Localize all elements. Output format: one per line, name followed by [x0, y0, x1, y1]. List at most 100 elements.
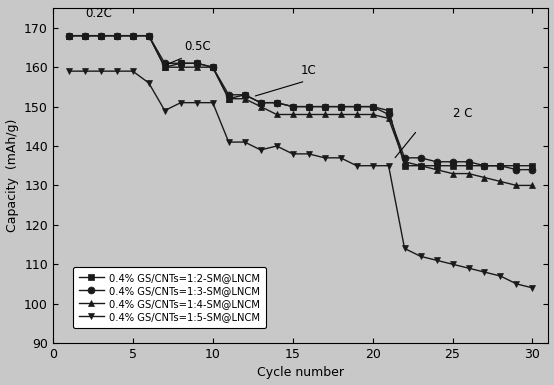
0.4% GS/CNTs=1:5-SM@LNCM [193, 100, 200, 105]
0.4% GS/CNTs=1:3-SM@LNCM [177, 61, 184, 65]
0.4% GS/CNTs=1:4-SM@LNCM [337, 112, 344, 117]
0.4% GS/CNTs=1:3-SM@LNCM [370, 104, 376, 109]
0.4% GS/CNTs=1:3-SM@LNCM [529, 167, 536, 172]
0.4% GS/CNTs=1:2-SM@LNCM [529, 163, 536, 168]
0.4% GS/CNTs=1:2-SM@LNCM [370, 104, 376, 109]
0.4% GS/CNTs=1:5-SM@LNCM [497, 274, 504, 278]
Text: 1C: 1C [301, 64, 316, 77]
0.4% GS/CNTs=1:2-SM@LNCM [417, 163, 424, 168]
0.4% GS/CNTs=1:5-SM@LNCM [258, 147, 264, 152]
0.4% GS/CNTs=1:2-SM@LNCM [81, 33, 88, 38]
0.4% GS/CNTs=1:2-SM@LNCM [321, 104, 328, 109]
0.4% GS/CNTs=1:4-SM@LNCM [305, 112, 312, 117]
0.4% GS/CNTs=1:4-SM@LNCM [497, 179, 504, 184]
0.4% GS/CNTs=1:5-SM@LNCM [481, 270, 488, 275]
Legend: 0.4% GS/CNTs=1:2-SM@LNCM, 0.4% GS/CNTs=1:3-SM@LNCM, 0.4% GS/CNTs=1:4-SM@LNCM, 0.: 0.4% GS/CNTs=1:2-SM@LNCM, 0.4% GS/CNTs=1… [73, 267, 266, 328]
0.4% GS/CNTs=1:2-SM@LNCM [65, 33, 72, 38]
0.4% GS/CNTs=1:4-SM@LNCM [370, 112, 376, 117]
0.4% GS/CNTs=1:2-SM@LNCM [401, 163, 408, 168]
0.4% GS/CNTs=1:5-SM@LNCM [114, 69, 120, 74]
0.4% GS/CNTs=1:5-SM@LNCM [401, 246, 408, 251]
0.4% GS/CNTs=1:3-SM@LNCM [465, 159, 472, 164]
0.4% GS/CNTs=1:3-SM@LNCM [385, 112, 392, 117]
0.4% GS/CNTs=1:3-SM@LNCM [209, 65, 216, 70]
0.4% GS/CNTs=1:3-SM@LNCM [146, 33, 152, 38]
0.4% GS/CNTs=1:4-SM@LNCM [161, 65, 168, 70]
0.4% GS/CNTs=1:3-SM@LNCM [481, 163, 488, 168]
0.4% GS/CNTs=1:5-SM@LNCM [273, 144, 280, 148]
0.4% GS/CNTs=1:4-SM@LNCM [353, 112, 360, 117]
Text: 2 C: 2 C [453, 107, 472, 121]
0.4% GS/CNTs=1:5-SM@LNCM [417, 254, 424, 259]
0.4% GS/CNTs=1:5-SM@LNCM [177, 100, 184, 105]
0.4% GS/CNTs=1:3-SM@LNCM [98, 33, 104, 38]
0.4% GS/CNTs=1:3-SM@LNCM [449, 159, 456, 164]
0.4% GS/CNTs=1:2-SM@LNCM [513, 163, 520, 168]
0.4% GS/CNTs=1:4-SM@LNCM [529, 183, 536, 188]
Line: 0.4% GS/CNTs=1:3-SM@LNCM: 0.4% GS/CNTs=1:3-SM@LNCM [65, 32, 536, 173]
0.4% GS/CNTs=1:2-SM@LNCM [209, 65, 216, 70]
0.4% GS/CNTs=1:3-SM@LNCM [321, 104, 328, 109]
0.4% GS/CNTs=1:5-SM@LNCM [242, 140, 248, 144]
0.4% GS/CNTs=1:3-SM@LNCM [513, 167, 520, 172]
Text: 0.2C: 0.2C [85, 7, 112, 20]
0.4% GS/CNTs=1:4-SM@LNCM [114, 33, 120, 38]
0.4% GS/CNTs=1:3-SM@LNCM [433, 159, 440, 164]
0.4% GS/CNTs=1:5-SM@LNCM [146, 80, 152, 85]
0.4% GS/CNTs=1:2-SM@LNCM [146, 33, 152, 38]
0.4% GS/CNTs=1:3-SM@LNCM [225, 92, 232, 97]
0.4% GS/CNTs=1:2-SM@LNCM [305, 104, 312, 109]
0.4% GS/CNTs=1:3-SM@LNCM [497, 163, 504, 168]
0.4% GS/CNTs=1:2-SM@LNCM [177, 61, 184, 65]
0.4% GS/CNTs=1:4-SM@LNCM [258, 104, 264, 109]
0.4% GS/CNTs=1:3-SM@LNCM [193, 61, 200, 65]
0.4% GS/CNTs=1:3-SM@LNCM [337, 104, 344, 109]
0.4% GS/CNTs=1:4-SM@LNCM [98, 33, 104, 38]
0.4% GS/CNTs=1:4-SM@LNCM [449, 171, 456, 176]
0.4% GS/CNTs=1:2-SM@LNCM [193, 61, 200, 65]
0.4% GS/CNTs=1:2-SM@LNCM [273, 100, 280, 105]
0.4% GS/CNTs=1:2-SM@LNCM [433, 163, 440, 168]
0.4% GS/CNTs=1:4-SM@LNCM [81, 33, 88, 38]
X-axis label: Cycle number: Cycle number [257, 367, 344, 380]
0.4% GS/CNTs=1:4-SM@LNCM [385, 116, 392, 121]
0.4% GS/CNTs=1:4-SM@LNCM [481, 175, 488, 180]
Text: 0.5C: 0.5C [184, 40, 211, 54]
0.4% GS/CNTs=1:4-SM@LNCM [417, 163, 424, 168]
0.4% GS/CNTs=1:2-SM@LNCM [449, 163, 456, 168]
Y-axis label: Capacity  (mAh/g): Capacity (mAh/g) [6, 119, 18, 232]
0.4% GS/CNTs=1:5-SM@LNCM [65, 69, 72, 74]
0.4% GS/CNTs=1:5-SM@LNCM [289, 152, 296, 156]
0.4% GS/CNTs=1:5-SM@LNCM [225, 140, 232, 144]
0.4% GS/CNTs=1:5-SM@LNCM [130, 69, 136, 74]
0.4% GS/CNTs=1:4-SM@LNCM [209, 65, 216, 70]
0.4% GS/CNTs=1:2-SM@LNCM [481, 163, 488, 168]
0.4% GS/CNTs=1:5-SM@LNCM [353, 163, 360, 168]
0.4% GS/CNTs=1:5-SM@LNCM [209, 100, 216, 105]
0.4% GS/CNTs=1:3-SM@LNCM [417, 156, 424, 160]
0.4% GS/CNTs=1:2-SM@LNCM [289, 104, 296, 109]
0.4% GS/CNTs=1:4-SM@LNCM [65, 33, 72, 38]
0.4% GS/CNTs=1:4-SM@LNCM [401, 159, 408, 164]
0.4% GS/CNTs=1:3-SM@LNCM [130, 33, 136, 38]
0.4% GS/CNTs=1:2-SM@LNCM [337, 104, 344, 109]
0.4% GS/CNTs=1:5-SM@LNCM [513, 281, 520, 286]
0.4% GS/CNTs=1:5-SM@LNCM [337, 156, 344, 160]
0.4% GS/CNTs=1:2-SM@LNCM [114, 33, 120, 38]
0.4% GS/CNTs=1:3-SM@LNCM [289, 104, 296, 109]
Line: 0.4% GS/CNTs=1:4-SM@LNCM: 0.4% GS/CNTs=1:4-SM@LNCM [65, 32, 536, 189]
Line: 0.4% GS/CNTs=1:2-SM@LNCM: 0.4% GS/CNTs=1:2-SM@LNCM [65, 32, 536, 169]
0.4% GS/CNTs=1:3-SM@LNCM [258, 100, 264, 105]
0.4% GS/CNTs=1:5-SM@LNCM [161, 108, 168, 113]
0.4% GS/CNTs=1:5-SM@LNCM [370, 163, 376, 168]
Line: 0.4% GS/CNTs=1:5-SM@LNCM: 0.4% GS/CNTs=1:5-SM@LNCM [65, 68, 536, 291]
0.4% GS/CNTs=1:2-SM@LNCM [98, 33, 104, 38]
0.4% GS/CNTs=1:5-SM@LNCM [81, 69, 88, 74]
0.4% GS/CNTs=1:2-SM@LNCM [130, 33, 136, 38]
0.4% GS/CNTs=1:2-SM@LNCM [258, 100, 264, 105]
0.4% GS/CNTs=1:2-SM@LNCM [353, 104, 360, 109]
0.4% GS/CNTs=1:3-SM@LNCM [81, 33, 88, 38]
0.4% GS/CNTs=1:4-SM@LNCM [193, 65, 200, 70]
0.4% GS/CNTs=1:2-SM@LNCM [385, 108, 392, 113]
0.4% GS/CNTs=1:5-SM@LNCM [98, 69, 104, 74]
